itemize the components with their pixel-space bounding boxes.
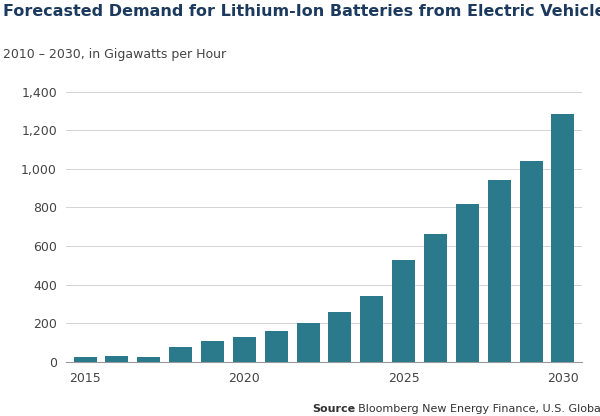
Bar [328,312,352,362]
Bar [424,235,447,362]
Text: Forecasted Demand for Lithium-Ion Batteries from Electric Vehicles: Forecasted Demand for Lithium-Ion Batter… [3,4,600,19]
Bar [106,356,128,362]
Bar [551,114,574,362]
Bar [74,357,97,362]
Bar [392,260,415,362]
Bar [169,347,192,362]
Bar [520,161,542,362]
Bar [265,331,287,362]
Text: Source: Source [312,404,355,414]
Bar [137,357,160,362]
Text: 2010 – 2030, in Gigawatts per Hour: 2010 – 2030, in Gigawatts per Hour [3,48,226,61]
Text: : Bloomberg New Energy Finance, U.S. Global Investors: : Bloomberg New Energy Finance, U.S. Glo… [351,404,600,414]
Bar [201,341,224,362]
Bar [456,203,479,362]
Bar [488,181,511,362]
Bar [361,296,383,362]
Bar [296,323,320,362]
Bar [233,337,256,362]
